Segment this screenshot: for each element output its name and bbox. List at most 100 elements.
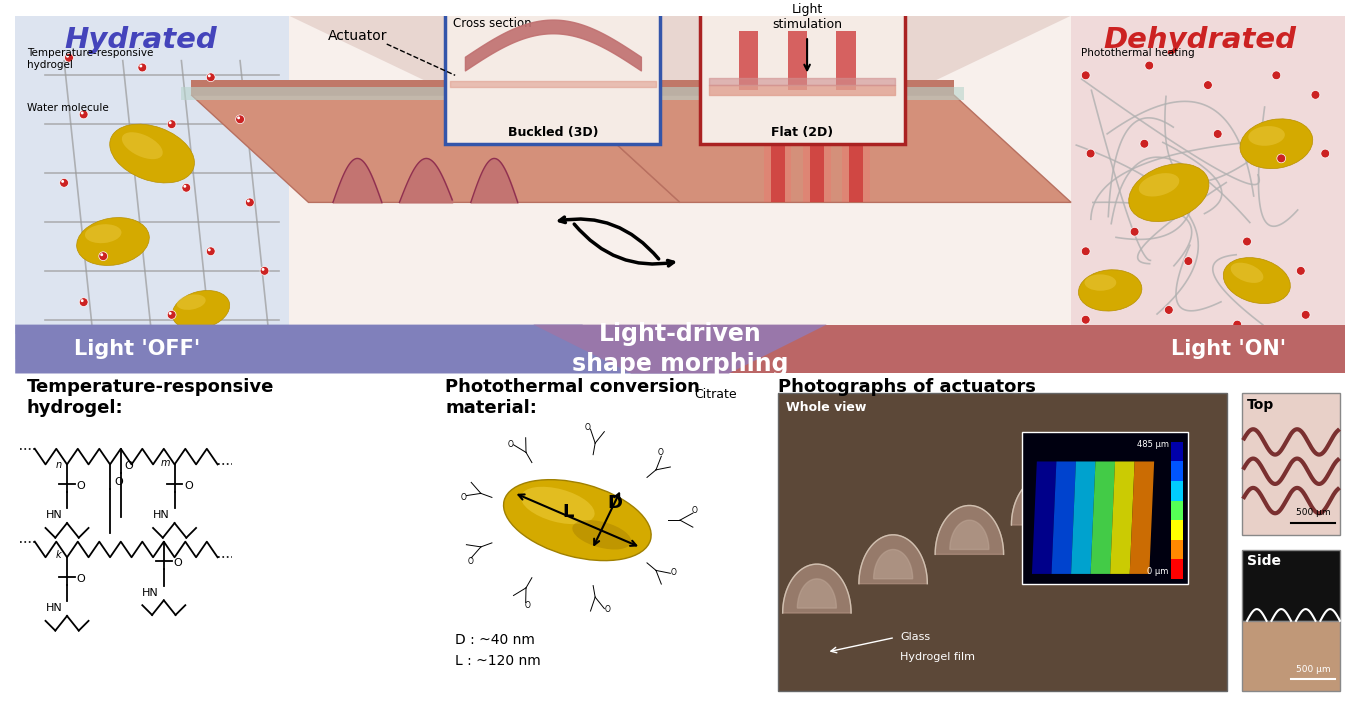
Text: Temperature-responsive
hydrogel:: Temperature-responsive hydrogel: [27, 379, 275, 417]
Circle shape [1081, 71, 1091, 80]
Circle shape [64, 53, 73, 62]
Text: Whole view: Whole view [786, 401, 866, 414]
Polygon shape [1072, 15, 1345, 359]
Text: HN: HN [45, 604, 63, 613]
Text: Photothermal heating: Photothermal heating [1081, 48, 1194, 58]
Bar [1023, 432, 1189, 584]
Text: 500 μm: 500 μm [1296, 508, 1331, 517]
Text: Photothermal conversion
material:: Photothermal conversion material: [445, 379, 700, 417]
Circle shape [184, 185, 186, 188]
Polygon shape [827, 325, 1345, 334]
Ellipse shape [1223, 257, 1291, 304]
Bar [1171, 520, 1182, 540]
Polygon shape [680, 325, 1345, 374]
Text: O: O [461, 494, 466, 502]
Text: L: L [562, 503, 574, 522]
Text: O: O [185, 481, 193, 491]
Ellipse shape [1084, 274, 1117, 291]
Ellipse shape [1240, 119, 1312, 169]
Bar [804, 75, 831, 203]
Ellipse shape [173, 290, 230, 329]
Text: O: O [114, 477, 122, 487]
Bar [842, 75, 869, 203]
Text: HN: HN [152, 510, 170, 520]
Circle shape [1243, 237, 1251, 246]
Text: HN: HN [45, 510, 63, 520]
Circle shape [1164, 306, 1174, 314]
Circle shape [260, 266, 269, 275]
Text: Actuator: Actuator [328, 29, 388, 43]
Circle shape [1311, 90, 1319, 100]
Circle shape [167, 120, 175, 128]
Bar [778, 393, 1228, 691]
Text: O: O [174, 558, 182, 568]
Bar [764, 75, 792, 203]
Circle shape [79, 110, 88, 119]
Text: Photothermal
conversion material: Photothermal conversion material [27, 341, 131, 363]
Ellipse shape [1129, 163, 1209, 222]
Text: m: m [160, 458, 170, 468]
Polygon shape [181, 87, 573, 100]
Bar [1242, 621, 1340, 691]
Ellipse shape [521, 486, 594, 524]
Polygon shape [1025, 491, 1065, 520]
Circle shape [60, 179, 68, 187]
Text: hydrogel: hydrogel [27, 60, 73, 69]
Circle shape [235, 115, 245, 123]
Text: Buckled (3D): Buckled (3D) [507, 126, 598, 139]
Bar [836, 32, 855, 90]
Text: Photographs of actuators: Photographs of actuators [778, 379, 1035, 396]
Text: Side: Side [1247, 554, 1281, 569]
Polygon shape [15, 15, 288, 359]
Polygon shape [1032, 461, 1057, 574]
Circle shape [137, 63, 147, 72]
Circle shape [208, 248, 211, 251]
Bar [738, 32, 759, 90]
Text: k: k [56, 550, 61, 560]
Ellipse shape [573, 520, 631, 550]
Polygon shape [1012, 476, 1080, 525]
Polygon shape [797, 579, 836, 608]
Text: O: O [658, 449, 664, 458]
Text: O: O [125, 461, 133, 471]
Text: Hydrogel film: Hydrogel film [900, 652, 975, 662]
Circle shape [79, 298, 88, 306]
Circle shape [1145, 61, 1153, 70]
Bar [15, 15, 1345, 359]
Text: Flat (2D): Flat (2D) [771, 126, 834, 139]
Ellipse shape [1231, 263, 1263, 283]
Text: O: O [507, 440, 513, 449]
Circle shape [1302, 311, 1310, 319]
Circle shape [1204, 81, 1212, 90]
Circle shape [169, 312, 171, 315]
Text: 500 μm: 500 μm [1296, 665, 1331, 674]
Text: Temperature-responsive: Temperature-responsive [27, 48, 154, 58]
Text: O: O [525, 601, 530, 610]
Polygon shape [1091, 461, 1115, 574]
Polygon shape [1130, 461, 1155, 574]
Circle shape [248, 200, 250, 203]
Circle shape [245, 198, 254, 207]
Circle shape [67, 55, 69, 57]
Polygon shape [936, 505, 1004, 554]
Ellipse shape [84, 224, 121, 243]
Polygon shape [1072, 461, 1096, 574]
Bar [1171, 481, 1182, 501]
Polygon shape [563, 80, 953, 95]
Polygon shape [949, 520, 989, 550]
Text: O: O [468, 557, 473, 566]
Polygon shape [1088, 447, 1156, 496]
Circle shape [1081, 247, 1091, 256]
Circle shape [139, 64, 143, 67]
Circle shape [167, 311, 175, 319]
Text: n: n [56, 460, 61, 470]
Circle shape [207, 73, 215, 82]
Bar [1171, 501, 1182, 520]
Text: L : ~120 nm: L : ~120 nm [456, 654, 541, 668]
Ellipse shape [1138, 173, 1179, 196]
Polygon shape [782, 564, 851, 613]
Bar [811, 75, 824, 203]
Circle shape [1087, 149, 1095, 158]
Text: Top: Top [1247, 398, 1274, 412]
Circle shape [1296, 266, 1306, 275]
